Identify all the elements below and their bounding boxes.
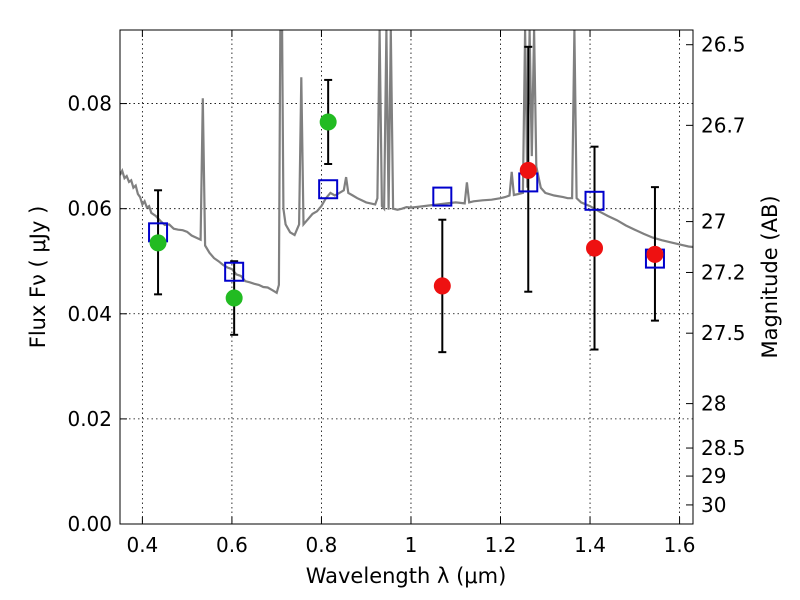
magnitude-tick-label: 29	[701, 464, 726, 488]
magnitude-tick-label: 26.5	[701, 33, 746, 57]
y-tick-label: 0.08	[67, 92, 112, 116]
magnitude-tick-label: 28.5	[701, 436, 746, 460]
magnitude-axis-label: Magnitude (AB)	[758, 195, 782, 358]
magnitude-tick-label: 27.5	[701, 321, 746, 345]
x-axis-label: Wavelength λ (μm)	[306, 564, 507, 588]
green-data-point	[149, 234, 167, 252]
x-tick-label: 0.8	[306, 533, 338, 557]
green-data-point	[319, 113, 337, 131]
red-data-point	[433, 277, 451, 295]
model-flux-box	[318, 179, 339, 200]
model-flux-box	[584, 190, 605, 211]
spectrum-line	[120, 30, 693, 295]
model-boxes	[148, 172, 665, 282]
measurement-points	[149, 113, 664, 307]
magnitude-tick-label: 27	[701, 210, 726, 234]
x-tick-label: 1.6	[664, 533, 696, 557]
red-data-point	[586, 239, 604, 257]
magnitude-axis-ticks: 26.5 26.7 27 27.2 27.5 28 28.5 29 30	[686, 33, 746, 517]
x-tick-label: 0.4	[126, 533, 158, 557]
magnitude-tick-label: 30	[701, 493, 726, 517]
x-tick-label: 1.4	[574, 533, 606, 557]
green-data-point	[225, 289, 243, 307]
error-bars	[154, 45, 659, 354]
y-tick-label: 0.06	[67, 197, 112, 221]
model-flux-box	[224, 261, 245, 282]
x-tick-label: 1.2	[485, 533, 517, 557]
plot-frame	[119, 29, 694, 525]
magnitude-tick-label: 27.2	[701, 260, 746, 284]
y-axis-label: Flux Fν ( μJy )	[26, 206, 50, 349]
y-tick-label: 0.04	[67, 302, 112, 326]
red-data-point	[519, 161, 537, 179]
red-data-point	[646, 245, 664, 263]
y-tick-label: 0.00	[67, 512, 112, 536]
y-axis-ticks: 0.00 0.02 0.04 0.06 0.08	[67, 92, 127, 536]
model-flux-box	[432, 186, 453, 207]
grid	[120, 30, 693, 524]
x-axis-ticks: 0.4 0.6 0.8 1 1.2 1.4 1.6	[126, 30, 695, 557]
magnitude-tick-label: 28	[701, 392, 726, 416]
x-tick-label: 0.6	[216, 533, 248, 557]
spectrum-layer	[120, 30, 693, 295]
magnitude-tick-label: 26.7	[701, 113, 746, 137]
y-tick-label: 0.02	[67, 407, 112, 431]
x-tick-label: 1	[405, 533, 418, 557]
